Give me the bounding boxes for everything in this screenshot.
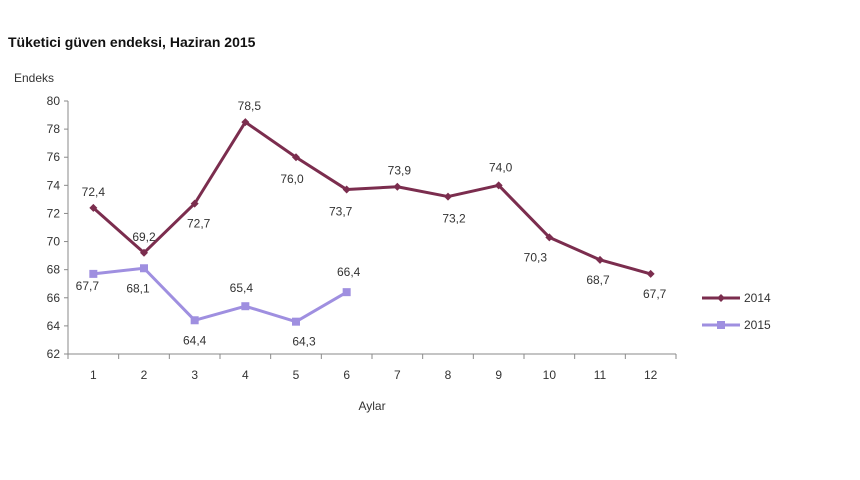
data-point-2015 (241, 302, 250, 311)
data-point-2015 (140, 264, 148, 273)
x-tick-label: 9 (495, 368, 502, 382)
x-tick-label: 4 (242, 368, 249, 382)
y-tick-label: 70 (47, 235, 61, 249)
data-point-2014 (342, 185, 351, 194)
data-point-2014 (646, 269, 655, 278)
data-point-2014 (393, 182, 402, 191)
x-tick-label: 3 (191, 368, 198, 382)
y-tick-label: 68 (47, 263, 61, 277)
data-label-2014: 69,2 (132, 230, 156, 244)
data-label-2014: 72,7 (187, 217, 211, 231)
legend-marker (717, 294, 725, 302)
y-tick-label: 72 (47, 206, 61, 220)
data-point-2014 (292, 153, 300, 162)
y-tick-label: 66 (47, 291, 61, 305)
x-tick-label: 7 (394, 368, 401, 382)
data-label-2015: 64,3 (292, 335, 316, 349)
y-tick-label: 74 (47, 178, 61, 192)
data-point-2015 (89, 269, 98, 278)
x-tick-label: 12 (644, 368, 658, 382)
x-tick-label: 8 (445, 368, 452, 382)
legend-marker (717, 321, 725, 329)
data-label-2014: 68,7 (586, 273, 610, 287)
y-axis-label: Endeks (14, 71, 54, 85)
data-label-2014: 78,5 (238, 99, 262, 113)
x-tick-label: 11 (594, 368, 607, 382)
chart-title: Tüketici güven endeksi, Haziran 2015 (8, 34, 256, 50)
y-tick-label: 76 (47, 150, 61, 164)
legend: 2014 2015 (702, 291, 771, 332)
data-label-2014: 73,7 (329, 205, 353, 219)
data-label-2014: 67,7 (643, 287, 667, 301)
y-tick-label: 80 (47, 94, 61, 108)
data-point-2015 (292, 317, 300, 326)
legend-label: 2015 (744, 318, 771, 332)
y-tick-label: 64 (47, 319, 61, 333)
data-label-2015: 68,1 (126, 281, 150, 295)
data-label-2014: 76,0 (280, 172, 304, 186)
data-label-2015: 66,4 (337, 265, 361, 279)
data-point-2014 (89, 203, 98, 212)
x-tick-label: 2 (141, 368, 148, 382)
legend-label: 2014 (744, 291, 771, 305)
data-point-2014 (596, 255, 604, 264)
x-tick-label: 1 (90, 368, 97, 382)
data-label-2014: 70,3 (524, 250, 548, 264)
data-point-2015 (342, 288, 351, 297)
data-label-2015: 65,4 (230, 281, 254, 295)
data-point-2014 (545, 233, 554, 242)
data-label-2014: 72,4 (82, 185, 106, 199)
y-tick-label: 78 (47, 122, 61, 136)
data-point-2014 (444, 192, 452, 201)
x-tick-label: 5 (293, 368, 300, 382)
x-tick-label: 10 (543, 368, 557, 382)
data-label-2015: 64,4 (183, 333, 207, 347)
data-label-2014: 73,2 (442, 212, 466, 226)
x-tick-label: 6 (343, 368, 350, 382)
series-layer: 72,4 69,2 72,7 78,5 76,0 73,7 73,9 73,2 74,0 70,3… (76, 99, 667, 349)
series-line-2015 (93, 266, 348, 324)
data-point-2014 (140, 248, 148, 257)
data-label-2015: 67,7 (76, 279, 100, 293)
series-line-2014 (92, 120, 652, 276)
y-tick-label: 62 (47, 347, 61, 361)
data-point-2014 (494, 181, 503, 190)
data-label-2014: 73,9 (388, 164, 412, 178)
data-point-2015 (190, 316, 199, 325)
data-point-2014 (241, 118, 250, 127)
x-axis-label: Aylar (358, 399, 385, 413)
data-point-2014 (190, 199, 199, 208)
data-label-2014: 74,0 (489, 160, 513, 174)
